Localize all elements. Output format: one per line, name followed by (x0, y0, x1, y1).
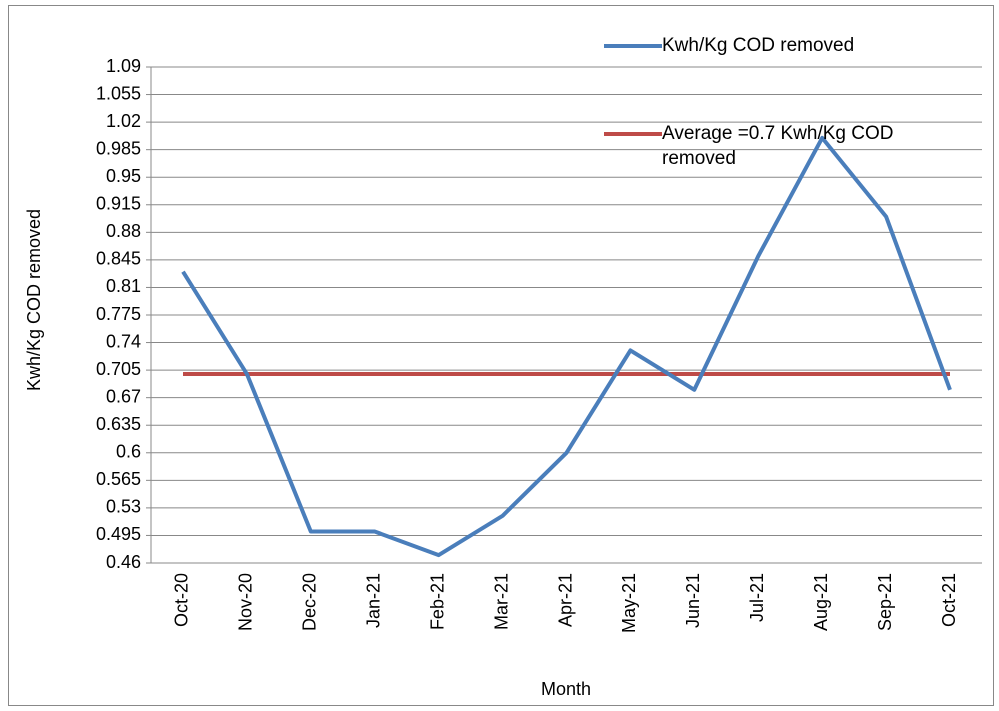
y-tick-label: 0.74 (106, 331, 141, 351)
x-tick-label: Jul-21 (747, 573, 767, 622)
y-tick-label: 0.705 (96, 359, 141, 379)
y-tick-label: 0.845 (96, 249, 141, 269)
y-tick-label: 0.6 (116, 442, 141, 462)
y-tick-label: 0.81 (106, 276, 141, 296)
y-tick-label: 0.67 (106, 386, 141, 406)
y-tick-label: 1.02 (106, 111, 141, 131)
data-line (181, 135, 952, 558)
y-tick-label: 0.775 (96, 304, 141, 324)
x-tick-label: Oct-20 (172, 573, 192, 627)
y-tick-label: 1.09 (106, 56, 141, 76)
x-axis-title: Month (541, 679, 591, 699)
chart-border (8, 5, 994, 706)
y-tick-label: 0.46 (106, 552, 141, 572)
x-tick-label: May-21 (619, 573, 639, 633)
y-tick-label: 0.53 (106, 497, 141, 517)
legend-swatch (604, 132, 662, 136)
y-axis-title: Kwh/Kg COD removed (24, 209, 44, 391)
x-tick-label: Aug-21 (811, 573, 831, 631)
y-tick-label: 1.055 (96, 83, 141, 103)
y-tick-label: 0.88 (106, 221, 141, 241)
x-tick-label: Dec-20 (300, 573, 320, 631)
y-tick-label: 0.985 (96, 138, 141, 158)
x-tick-label: Sep-21 (875, 573, 895, 631)
x-tick-label: Nov-20 (236, 573, 256, 631)
legend-entry: Average =0.7 Kwh/Kg COD removed (604, 121, 952, 171)
y-tick-label: 0.495 (96, 524, 141, 544)
legend-label: Average =0.7 Kwh/Kg COD removed (662, 123, 894, 169)
x-tick-label: Apr-21 (555, 573, 575, 627)
y-tick-label: 0.915 (96, 194, 141, 214)
y-tick-label: 0.635 (96, 414, 141, 434)
x-tick-label: Jun-21 (683, 573, 703, 628)
x-tick-label: Jan-21 (363, 573, 383, 628)
y-tick-label: 0.95 (106, 166, 141, 186)
y-tick-label: 0.565 (96, 469, 141, 489)
x-tick-label: Mar-21 (491, 573, 511, 630)
x-tick-label: Oct-21 (939, 573, 959, 627)
legend-label: Kwh/Kg COD removed (662, 35, 855, 56)
legend-swatch (604, 44, 662, 48)
legend-entry: Kwh/Kg COD removed (604, 33, 952, 58)
x-tick-label: Feb-21 (427, 573, 447, 630)
